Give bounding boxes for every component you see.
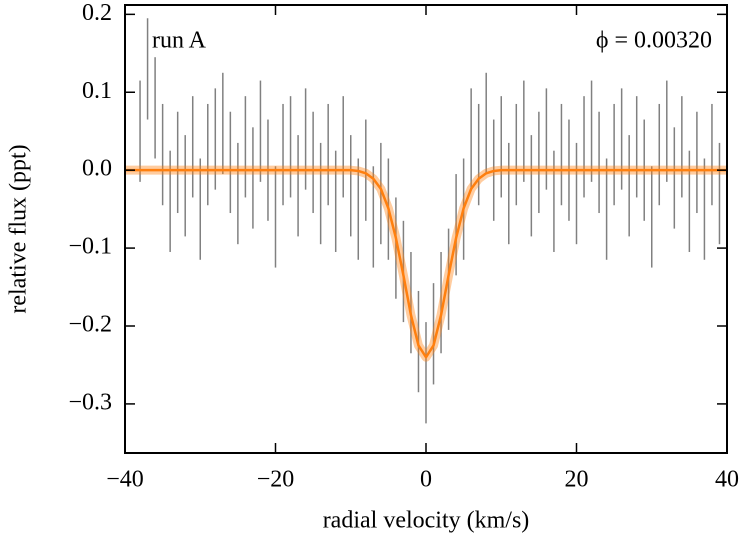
y-tick-label: 0.2 (82, 0, 112, 26)
y-tick-label: −0.3 (68, 389, 112, 415)
x-tick-label: 40 (715, 467, 739, 493)
annotation: ϕ = 0.00320 (596, 28, 712, 54)
x-axis-label: radial velocity (km/s) (323, 508, 530, 534)
y-tick-label: −0.1 (68, 234, 112, 260)
x-tick-label: −40 (106, 467, 144, 493)
y-tick-label: 0.1 (82, 78, 112, 104)
fit-line (125, 168, 727, 359)
x-tick-label: 20 (565, 467, 589, 493)
annotation: run A (152, 28, 207, 54)
y-tick-label: −0.2 (68, 312, 112, 338)
y-axis-label: relative flux (ppt) (6, 144, 32, 313)
x-tick-label: −20 (257, 467, 295, 493)
y-tick-label: 0.0 (82, 156, 112, 182)
x-tick-label: 0 (420, 467, 432, 493)
